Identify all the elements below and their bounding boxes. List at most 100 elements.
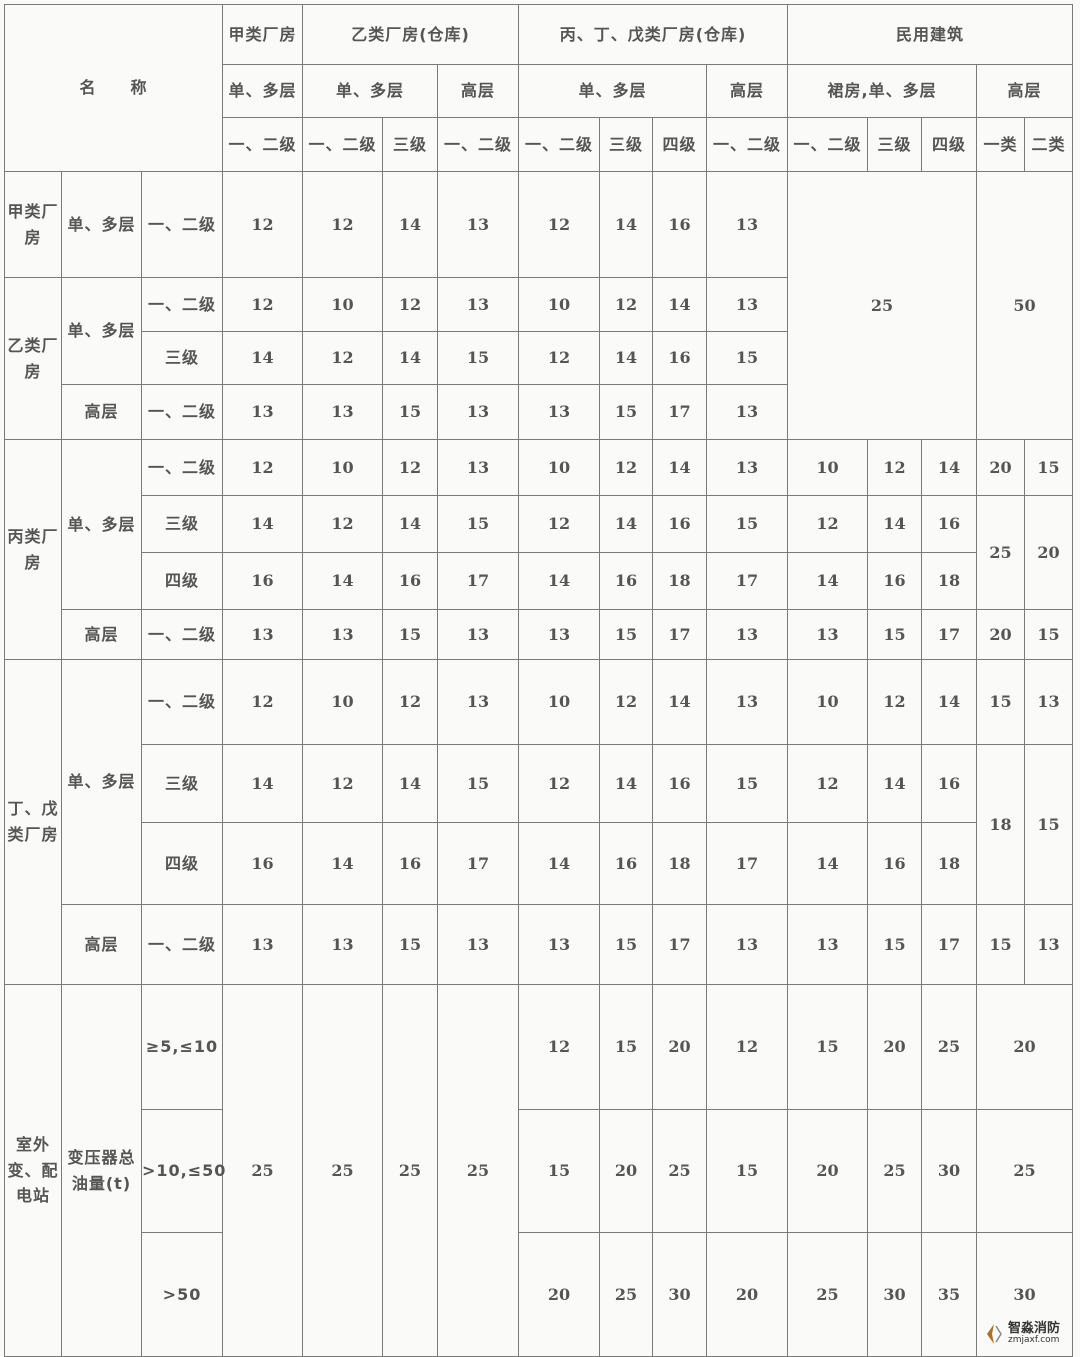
distance-cell: 14: [921, 439, 978, 496]
distance-cell: 17: [706, 822, 789, 905]
distance-cell: 13: [437, 609, 520, 660]
row-label: 丙类厂房: [4, 439, 62, 660]
distance-cell: 25: [437, 984, 520, 1357]
distance-cell: 12: [222, 277, 304, 332]
distance-cell: 15: [437, 744, 520, 823]
distance-cell: 13: [437, 904, 520, 985]
row-label: 乙类厂房: [4, 277, 62, 440]
distance-cell: 13: [518, 609, 601, 660]
distance-cell: 14: [787, 822, 869, 905]
distance-cell: 15: [976, 659, 1026, 745]
distance-cell: 13: [302, 904, 384, 985]
distance-cell: 18: [652, 552, 708, 610]
table-row: >50 20 25 30 20 25 30 35 30: [5, 1232, 1074, 1357]
distance-cell: 25: [302, 984, 384, 1357]
column-header: 单、多层: [222, 64, 304, 118]
distance-cell: 14: [652, 439, 708, 496]
distance-cell: 10: [302, 659, 384, 745]
row-label: 单、多层: [61, 439, 142, 610]
row-label: 三级: [140, 495, 224, 553]
distance-cell: 15: [706, 495, 789, 553]
watermark-site: zmjaxf.com: [1007, 1335, 1060, 1346]
distance-cell: 12: [518, 331, 601, 385]
distance-cell: 13: [706, 609, 789, 660]
distance-cell: 14: [867, 495, 923, 553]
row-label: 甲类厂房: [4, 171, 62, 278]
distance-cell: 15: [518, 1109, 601, 1233]
distance-cell: 30: [867, 1232, 923, 1357]
distance-cell: 16: [382, 552, 439, 610]
column-header: 高层: [976, 64, 1074, 118]
row-label: 四级: [140, 552, 224, 610]
distance-cell: 14: [599, 331, 654, 385]
distance-cell: 25: [652, 1109, 708, 1233]
distance-cell: 12: [518, 744, 601, 823]
distance-cell: 13: [706, 439, 789, 496]
distance-cell: 15: [599, 609, 654, 660]
distance-cell: 13: [437, 384, 520, 440]
distance-cell: 12: [599, 277, 654, 332]
distance-cell: 15: [976, 904, 1026, 985]
distance-cell: 13: [1024, 904, 1074, 985]
distance-cell: 14: [302, 552, 384, 610]
distance-cell: 15: [382, 384, 439, 440]
row-label: 一、二级: [140, 171, 224, 278]
distance-cell: 20: [1024, 495, 1074, 610]
column-header: 四级: [652, 117, 708, 172]
row-label: 一、二级: [140, 439, 224, 496]
distance-cell: 13: [437, 171, 520, 278]
table-row: >10,≤50 15 20 25 15 20 25 30 25: [5, 1109, 1074, 1233]
table-row: 三级 14 12 14 15 12 14 16 15 12 14 16 18 15: [5, 744, 1074, 905]
distance-cell: 13: [302, 384, 384, 440]
distance-cell: 12: [382, 659, 439, 745]
distance-cell: 13: [222, 904, 304, 985]
watermark-logo: 智淼消防 zmjaxf.com: [984, 1320, 1060, 1346]
distance-cell: 12: [222, 439, 304, 496]
row-label: 一、二级: [140, 277, 224, 332]
distance-cell: 20: [652, 984, 708, 1110]
header-row: 名 称甲类厂房 乙类厂房(仓库) 丙、丁、戊类厂房(仓库) 民用建筑: [3, 4, 1074, 172]
row-label: >10,≤50: [140, 1109, 225, 1233]
distance-cell: 12: [518, 171, 601, 278]
distance-cell: 16: [652, 331, 708, 385]
distance-cell: 17: [652, 904, 708, 985]
column-header: 四级: [921, 117, 978, 172]
distance-cell: 14: [382, 744, 439, 823]
column-header: 二类: [1024, 117, 1074, 172]
row-label: 一、二级: [140, 609, 224, 660]
distance-cell: 12: [302, 171, 384, 278]
distance-cell: 18: [921, 552, 978, 610]
distance-cell: 25: [787, 171, 978, 440]
distance-cell: 15: [599, 384, 654, 440]
distance-cell: 13: [706, 277, 789, 332]
distance-cell: 16: [599, 552, 654, 610]
distance-cell: 15: [599, 904, 654, 985]
distance-cell: 12: [382, 439, 439, 496]
distance-cell: 20: [976, 439, 1026, 496]
distance-cell: 25: [976, 495, 1026, 610]
row-label: ≥5,≤10: [140, 984, 224, 1110]
row-label: 丁、戊类厂房: [4, 659, 62, 985]
table-row: 丙类厂房 单、多层 一、二级 12 10 12 13 10 12 14 13 10 12 14 20 15: [4, 439, 1074, 660]
table-row: 四级 16 14 16 17 14 16 18 17 14 16 18: [5, 822, 1073, 905]
distance-cell: 17: [652, 609, 708, 660]
row-label: 室外变、配电站: [4, 984, 62, 1357]
distance-cell: 12: [867, 439, 923, 496]
watermark-name: 智淼消防: [1007, 1320, 1060, 1336]
distance-cell: 25: [867, 1109, 923, 1233]
distance-cell: 10: [787, 439, 869, 496]
distance-cell: 30: [652, 1232, 708, 1357]
distance-cell: 13: [706, 384, 789, 440]
distance-cell: 13: [518, 904, 601, 985]
distance-cell: 14: [302, 822, 384, 905]
distance-cell: 14: [222, 495, 304, 553]
distance-cell: 17: [921, 904, 978, 985]
distance-cell: 15: [437, 495, 520, 553]
distance-cell: 12: [706, 984, 789, 1110]
table-row: 三级 14 12 14 15 12 14 16 15 12 14 16 25 20: [5, 495, 1074, 610]
column-header: 三级: [599, 117, 654, 172]
distance-cell: 14: [921, 659, 978, 745]
column-header: 单、多层: [302, 64, 439, 118]
distance-cell: 25: [976, 1109, 1074, 1233]
distance-cell: 50: [976, 171, 1074, 440]
